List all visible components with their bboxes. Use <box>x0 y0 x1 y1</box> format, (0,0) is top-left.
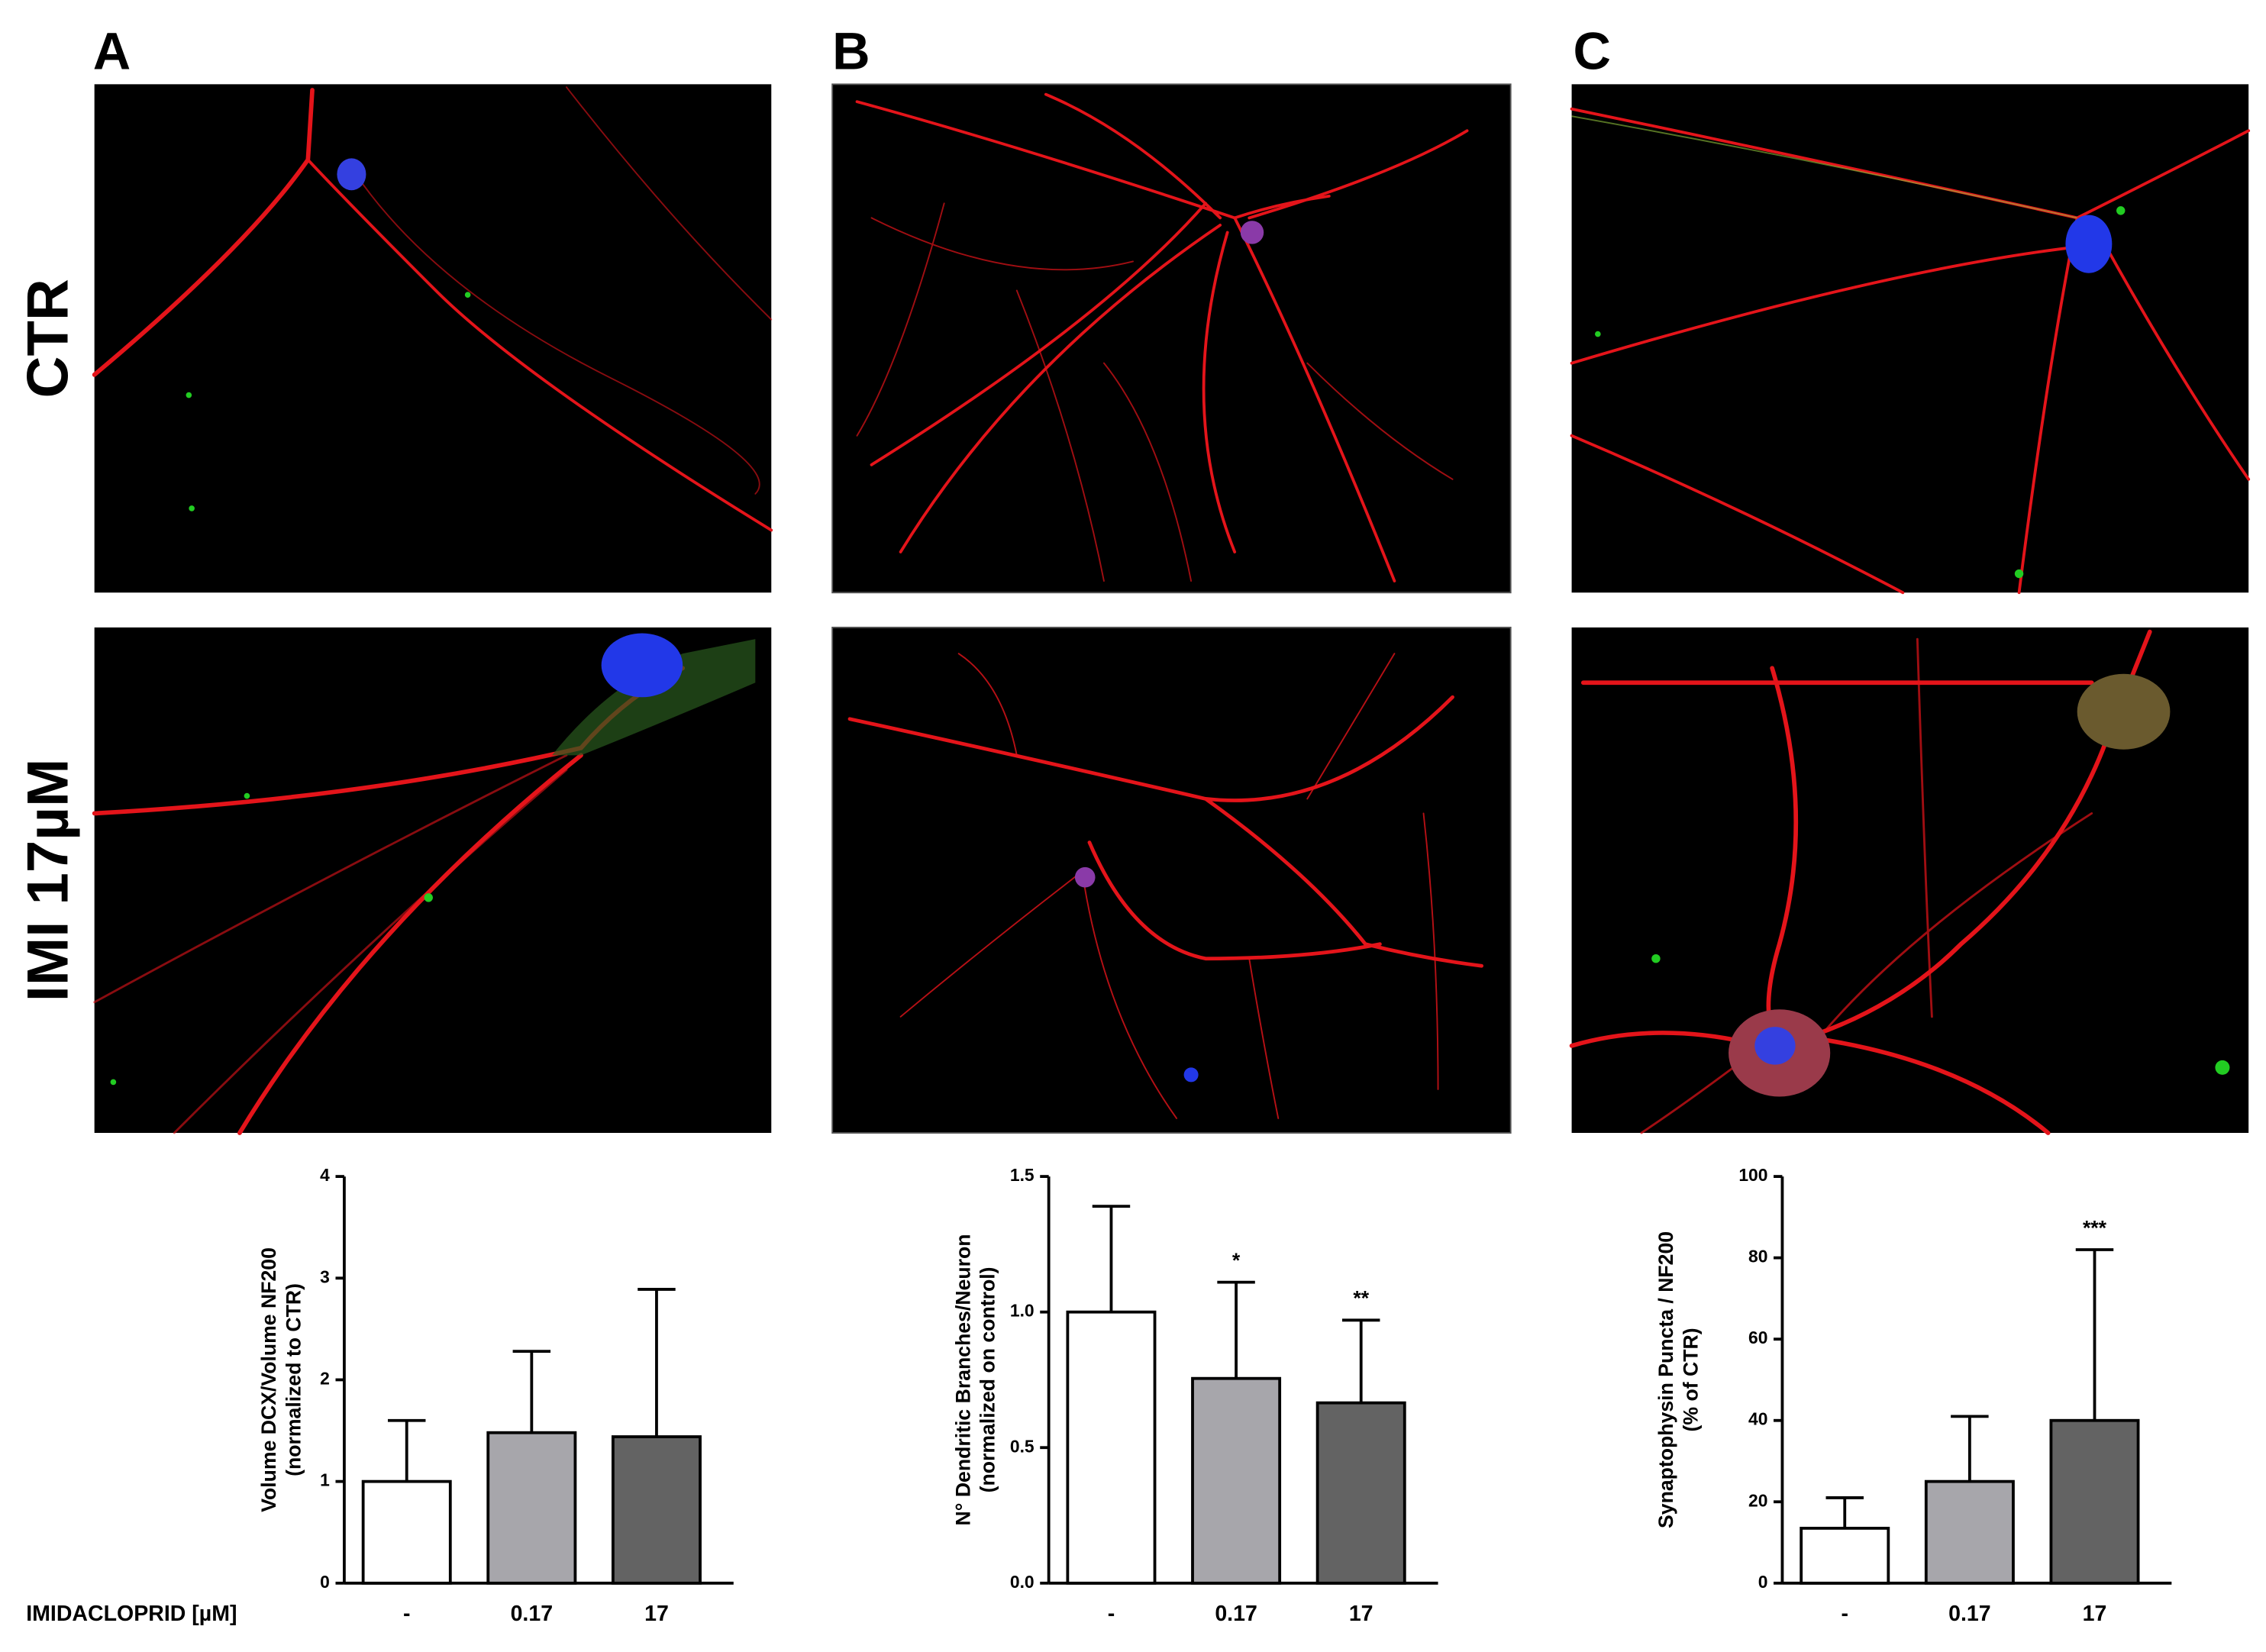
micrograph <box>1569 627 2249 1135</box>
bar <box>1066 1310 1157 1585</box>
x-tick-label: - <box>403 1602 411 1626</box>
panel-label: B <box>832 21 870 80</box>
micrograph <box>1570 84 2251 595</box>
bar <box>1315 1401 1406 1585</box>
bar <box>1191 1376 1282 1585</box>
y-axis-label: Volume DCX/Volume NF200 <box>257 1247 280 1512</box>
x-axis-title: IMIDACLOPRID [µM] <box>26 1602 237 1626</box>
significance-label: *** <box>2083 1216 2107 1239</box>
micrograph <box>831 626 1512 1134</box>
y-tick-label: 80 <box>1748 1247 1767 1266</box>
significance-label: * <box>1232 1249 1241 1272</box>
y-tick-label: 0 <box>1758 1572 1768 1592</box>
bar <box>2049 1418 2140 1585</box>
bar <box>1800 1526 1890 1585</box>
y-axis-label: (% of CTR) <box>1680 1328 1703 1431</box>
x-tick-label: 17 <box>2083 1602 2107 1626</box>
y-tick-label: 4 <box>320 1165 330 1185</box>
y-tick-label: 1.0 <box>1010 1301 1035 1321</box>
micrograph <box>92 627 772 1135</box>
y-tick-label: 0.0 <box>1010 1572 1035 1592</box>
bar <box>1924 1479 2015 1585</box>
x-tick-label: 0.17 <box>1215 1602 1257 1626</box>
bar <box>486 1431 577 1585</box>
x-tick-label: - <box>1842 1602 1849 1626</box>
y-axis-label: (normalized to CTR) <box>282 1283 305 1476</box>
x-tick-label: - <box>1108 1602 1115 1626</box>
y-axis-label: Synaptophysin Puncta / NF200 <box>1654 1231 1677 1528</box>
y-tick-label: 1.5 <box>1010 1165 1035 1185</box>
x-tick-label: 0.17 <box>1948 1602 1991 1626</box>
x-tick-label: 17 <box>644 1602 669 1626</box>
y-tick-label: 2 <box>320 1368 330 1388</box>
panel-label: A <box>93 21 131 80</box>
y-tick-label: 60 <box>1748 1328 1767 1347</box>
row-label: IMI 17µM <box>16 759 81 1002</box>
y-tick-label: 20 <box>1748 1490 1767 1510</box>
y-tick-label: 3 <box>320 1266 330 1286</box>
x-tick-label: 0.17 <box>511 1602 554 1626</box>
row-label: CTR <box>16 279 81 398</box>
y-tick-label: 0 <box>320 1572 330 1592</box>
panel-label: C <box>1573 21 1610 80</box>
y-tick-label: 0.5 <box>1010 1436 1035 1456</box>
y-axis-label: N° Dendritic Branches/Neuron <box>951 1234 974 1525</box>
y-tick-label: 40 <box>1748 1409 1767 1429</box>
x-tick-label: 17 <box>1349 1602 1373 1626</box>
micrograph <box>831 83 1512 594</box>
bar <box>361 1479 452 1585</box>
y-axis-label: (normalized on control) <box>976 1267 999 1493</box>
significance-label: ** <box>1353 1287 1369 1310</box>
y-tick-label: 100 <box>1738 1165 1767 1185</box>
bar <box>611 1435 702 1585</box>
micrograph <box>92 84 773 593</box>
y-tick-label: 1 <box>320 1470 330 1490</box>
